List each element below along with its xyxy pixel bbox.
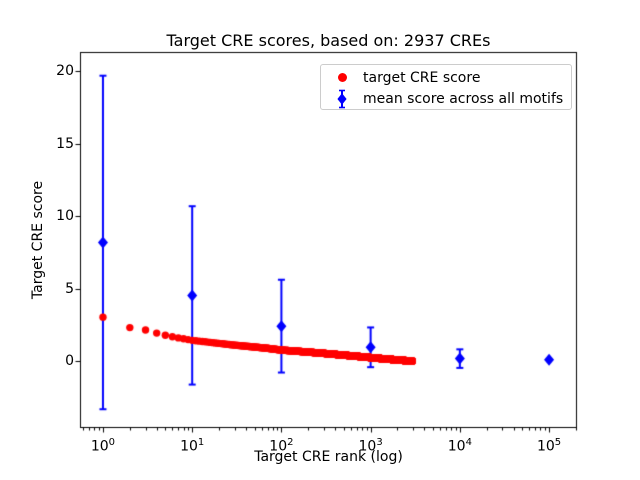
x-tick-label: 105 xyxy=(536,437,562,455)
legend: target CRE score mean score across all m… xyxy=(320,64,572,110)
x-tick-label: 104 xyxy=(447,437,472,455)
legend-item-target-cre-score: target CRE score xyxy=(321,67,571,88)
legend-item-mean-score: mean score across all motifs xyxy=(321,88,571,109)
y-tick-label: 10 xyxy=(56,208,74,225)
legend-label: target CRE score xyxy=(363,69,481,86)
x-tick-label: 100 xyxy=(90,437,116,455)
chart-title: Target CRE scores, based on: 2937 CREs xyxy=(166,31,491,50)
errorbar-diamond-icon xyxy=(321,89,363,109)
y-tick-label: 15 xyxy=(56,135,74,152)
legend-label: mean score across all motifs xyxy=(363,90,564,107)
red-circle-icon xyxy=(321,73,363,82)
x-axis-label: Target CRE rank (log) xyxy=(254,449,403,465)
y-tick-label: 5 xyxy=(65,280,74,297)
x-tick-label: 103 xyxy=(358,437,383,455)
x-tick-label: 101 xyxy=(180,437,205,455)
x-tick-label: 102 xyxy=(269,437,294,455)
y-tick-label: 0 xyxy=(65,353,74,370)
y-tick-label: 20 xyxy=(56,63,74,80)
